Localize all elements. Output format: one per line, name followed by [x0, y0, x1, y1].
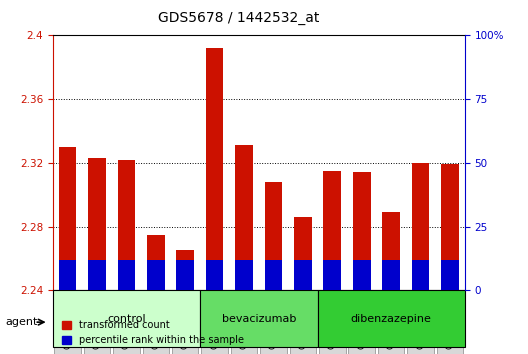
FancyBboxPatch shape	[143, 290, 169, 354]
Bar	[147, 260, 165, 290]
Bar	[294, 217, 312, 290]
Bar	[412, 260, 429, 290]
Bar	[176, 260, 194, 290]
FancyBboxPatch shape	[260, 290, 287, 354]
Bar	[441, 164, 459, 290]
FancyBboxPatch shape	[172, 290, 199, 354]
Text: control: control	[107, 314, 146, 324]
FancyBboxPatch shape	[200, 290, 317, 347]
FancyBboxPatch shape	[407, 290, 433, 354]
Legend: transformed count, percentile rank within the sample: transformed count, percentile rank withi…	[58, 316, 248, 349]
Bar	[59, 147, 77, 290]
FancyBboxPatch shape	[437, 290, 463, 354]
FancyBboxPatch shape	[113, 290, 139, 354]
Bar	[441, 260, 459, 290]
Bar	[265, 182, 282, 290]
Bar	[59, 260, 77, 290]
Bar	[147, 235, 165, 290]
Bar	[412, 163, 429, 290]
Bar	[118, 260, 135, 290]
Bar	[235, 145, 253, 290]
Bar	[382, 260, 400, 290]
Bar	[324, 260, 341, 290]
Bar	[118, 160, 135, 290]
Text: agent: agent	[5, 317, 37, 327]
FancyBboxPatch shape	[378, 290, 404, 354]
Bar	[382, 212, 400, 290]
Text: bevacizumab: bevacizumab	[222, 314, 296, 324]
FancyBboxPatch shape	[54, 290, 81, 354]
Bar	[176, 250, 194, 290]
Bar	[353, 172, 371, 290]
Bar	[206, 260, 223, 290]
FancyBboxPatch shape	[231, 290, 257, 354]
Text: dibenzazepine: dibenzazepine	[351, 314, 431, 324]
Bar	[294, 260, 312, 290]
Bar	[88, 260, 106, 290]
Text: GDS5678 / 1442532_at: GDS5678 / 1442532_at	[158, 11, 320, 25]
FancyBboxPatch shape	[289, 290, 316, 354]
FancyBboxPatch shape	[83, 290, 110, 354]
Bar	[206, 48, 223, 290]
Bar	[353, 260, 371, 290]
FancyBboxPatch shape	[317, 290, 465, 347]
FancyBboxPatch shape	[319, 290, 345, 354]
Bar	[265, 260, 282, 290]
Bar	[235, 260, 253, 290]
FancyBboxPatch shape	[53, 290, 200, 347]
FancyBboxPatch shape	[201, 290, 228, 354]
Bar	[324, 171, 341, 290]
FancyBboxPatch shape	[348, 290, 375, 354]
Bar	[88, 158, 106, 290]
